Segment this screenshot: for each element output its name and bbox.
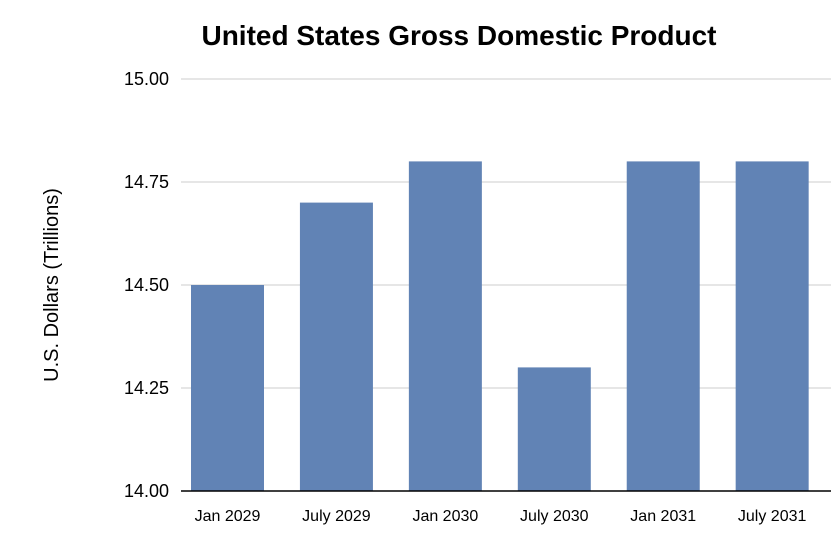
y-tick-label: 15.00: [124, 69, 169, 89]
x-tick-label: Jan 2029: [195, 508, 261, 525]
y-tick-label: 14.75: [124, 172, 169, 192]
y-axis-label: U.S. Dollars (Trillions): [41, 188, 63, 382]
bar-july-2031: [735, 161, 809, 491]
bar-jan-2029: [191, 285, 264, 491]
x-tick-label: Jan 2031: [630, 508, 696, 525]
x-tick-labels: Jan 2029 July 2029 Jan 2030 July 2030 Jan 20…: [195, 508, 807, 525]
x-tick-label: Jan 2030: [412, 508, 478, 525]
y-tick-label: 14.50: [124, 275, 169, 295]
gridlines: [181, 78, 831, 389]
x-tick-label: July 2029: [302, 508, 371, 525]
bar-july-2029: [299, 202, 373, 491]
bars: [191, 161, 809, 491]
y-tick-label: 14.00: [124, 481, 169, 501]
y-tick-labels: 14.00 14.25 14.50 14.75 15.00: [124, 69, 169, 501]
x-tick-label: July 2031: [738, 508, 807, 525]
chart-title: United States Gross Domestic Product: [201, 20, 716, 51]
bar-july-2030: [517, 367, 591, 491]
bar-jan-2030: [408, 161, 482, 491]
x-tick-label: July 2030: [520, 508, 589, 525]
y-tick-label: 14.25: [124, 378, 169, 398]
bar-jan-2031: [626, 161, 700, 491]
